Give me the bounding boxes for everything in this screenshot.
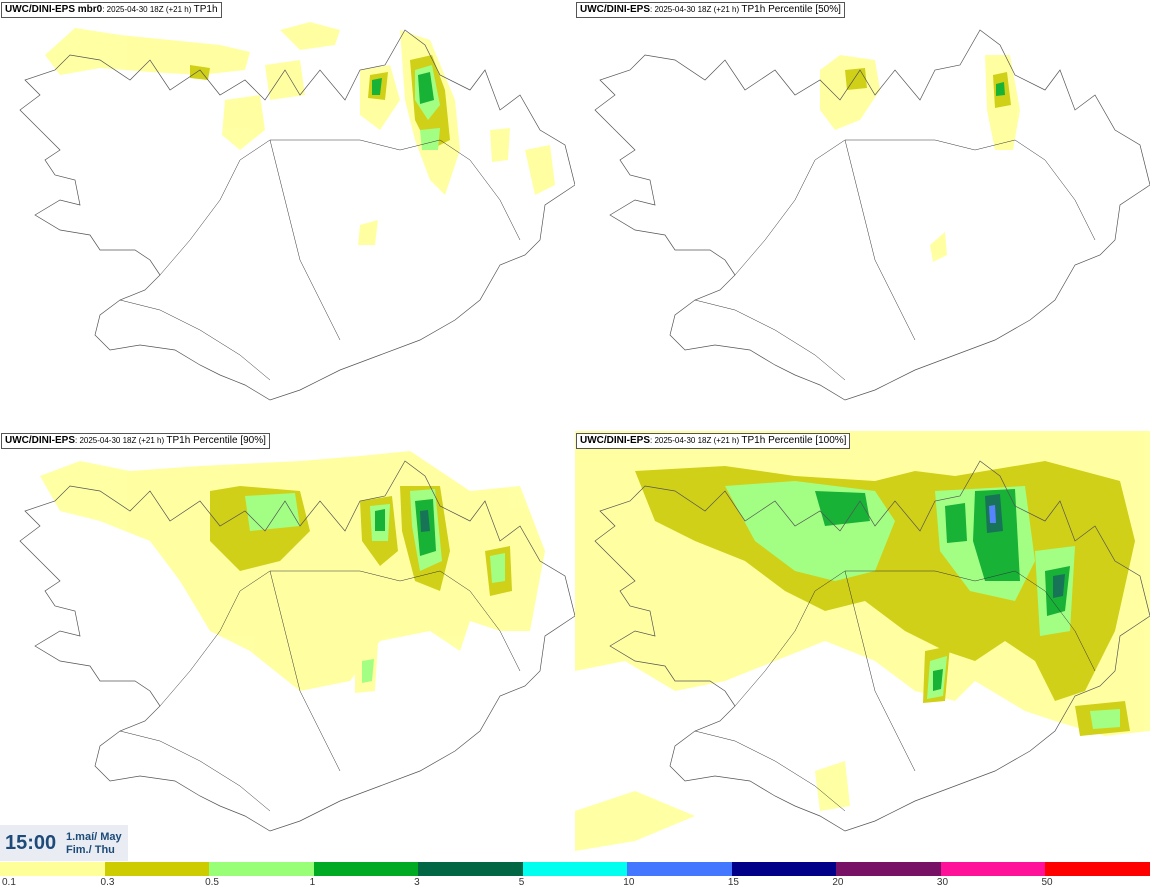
coastline — [19, 29, 575, 401]
panel-title: UWC/DINI-EPS: 2025-04-30 18Z (+21 h) TP1… — [576, 2, 845, 18]
map-panel-p100: UWC/DINI-EPS: 2025-04-30 18Z (+21 h) TP1… — [575, 431, 1150, 861]
field-name: TP1h Percentile [90%] — [166, 435, 266, 446]
colorbar-tick-label: 50 — [1041, 877, 1053, 888]
road-lines — [119, 570, 521, 812]
colorbar-ticks: 0.1 0.3 0.5 1 3 5 10 15 20 30 50 — [0, 877, 1150, 891]
colorbar-segment — [104, 862, 210, 876]
colorbar-tick-label: 3 — [414, 877, 420, 888]
colorbar-tick-label: 5 — [518, 877, 525, 888]
coastline — [594, 460, 1150, 832]
map-panel-p50: UWC/DINI-EPS: 2025-04-30 18Z (+21 h) TP1… — [575, 0, 1150, 430]
road-lines — [694, 139, 1096, 381]
colorbar-segment — [0, 862, 105, 876]
field-name: TP1h Percentile [50%] — [741, 4, 841, 15]
colorbar-tick-label: 30 — [936, 877, 949, 888]
precip-field — [575, 431, 1150, 851]
road-lines — [694, 570, 1096, 812]
valid-date-line1: 1.maí/ May — [66, 831, 122, 843]
colorbar-segment — [313, 862, 419, 876]
model-name: UWC/DINI-EPS — [580, 4, 650, 15]
coastline — [594, 29, 1150, 401]
precip-field — [45, 22, 555, 245]
precip-map — [594, 29, 1150, 401]
colorbar-segment — [1045, 862, 1150, 876]
colorbar-tick-label: 1 — [309, 877, 316, 888]
colorbar-segment — [522, 862, 628, 876]
colorbar-segment — [731, 862, 837, 876]
colorbar-tick-label: 0.1 — [2, 877, 16, 888]
colorbar-segment — [627, 862, 732, 876]
colorbar-segment — [209, 862, 314, 876]
panel-title: UWC/DINI-EPS mbr0: 2025-04-30 18Z (+21 h… — [1, 2, 222, 18]
map-panel-p90: UWC/DINI-EPS: 2025-04-30 18Z (+21 h) TP1… — [0, 431, 575, 861]
colorbar-segment — [418, 862, 523, 876]
coastline — [19, 460, 575, 832]
precip-map — [19, 451, 575, 832]
run-info: : 2025-04-30 18Z (+21 h) — [75, 436, 167, 445]
precip-map — [19, 22, 575, 401]
valid-time-box: 15:00 1.maí/ May Fim./ Thu — [0, 825, 128, 861]
valid-date-line2: Fim./ Thu — [66, 844, 115, 856]
valid-time: 15:00 — [5, 832, 57, 854]
colorbar-tick-label: 20 — [832, 877, 844, 888]
colorbar-tick-label: 0.3 — [100, 877, 115, 888]
panel-title: UWC/DINI-EPS: 2025-04-30 18Z (+21 h) TP1… — [576, 433, 851, 449]
run-info: : 2025-04-30 18Z (+21 h) — [650, 5, 742, 14]
colorbar-tick-label: 15 — [727, 877, 739, 888]
run-info: : 2025-04-30 18Z (+21 h) — [650, 436, 742, 445]
precip-field — [820, 55, 1020, 262]
model-name: UWC/DINI-EPS — [5, 435, 75, 446]
model-name: UWC/DINI-EPS mbr0 — [5, 4, 103, 15]
run-info: : 2025-04-30 18Z (+21 h) — [102, 5, 194, 14]
precip-map — [575, 431, 1150, 851]
colorbar-tick-label: 0.5 — [205, 877, 219, 888]
colorbar-tick-label: 10 — [623, 877, 635, 888]
colorbar — [0, 862, 1150, 876]
map-panel-mbr0: UWC/DINI-EPS mbr0: 2025-04-30 18Z (+21 h… — [0, 0, 575, 430]
colorbar-segment — [940, 862, 1046, 876]
road-lines — [119, 139, 521, 381]
valid-date: 1.maí/ May Fim./ Thu — [66, 831, 122, 857]
panel-title: UWC/DINI-EPS: 2025-04-30 18Z (+21 h) TP1… — [1, 433, 270, 449]
model-name: UWC/DINI-EPS — [580, 435, 650, 446]
colorbar-segment — [836, 862, 941, 876]
field-name: TP1h — [193, 4, 218, 15]
precip-field — [40, 451, 545, 693]
field-name: TP1h Percentile [100%] — [741, 435, 847, 446]
